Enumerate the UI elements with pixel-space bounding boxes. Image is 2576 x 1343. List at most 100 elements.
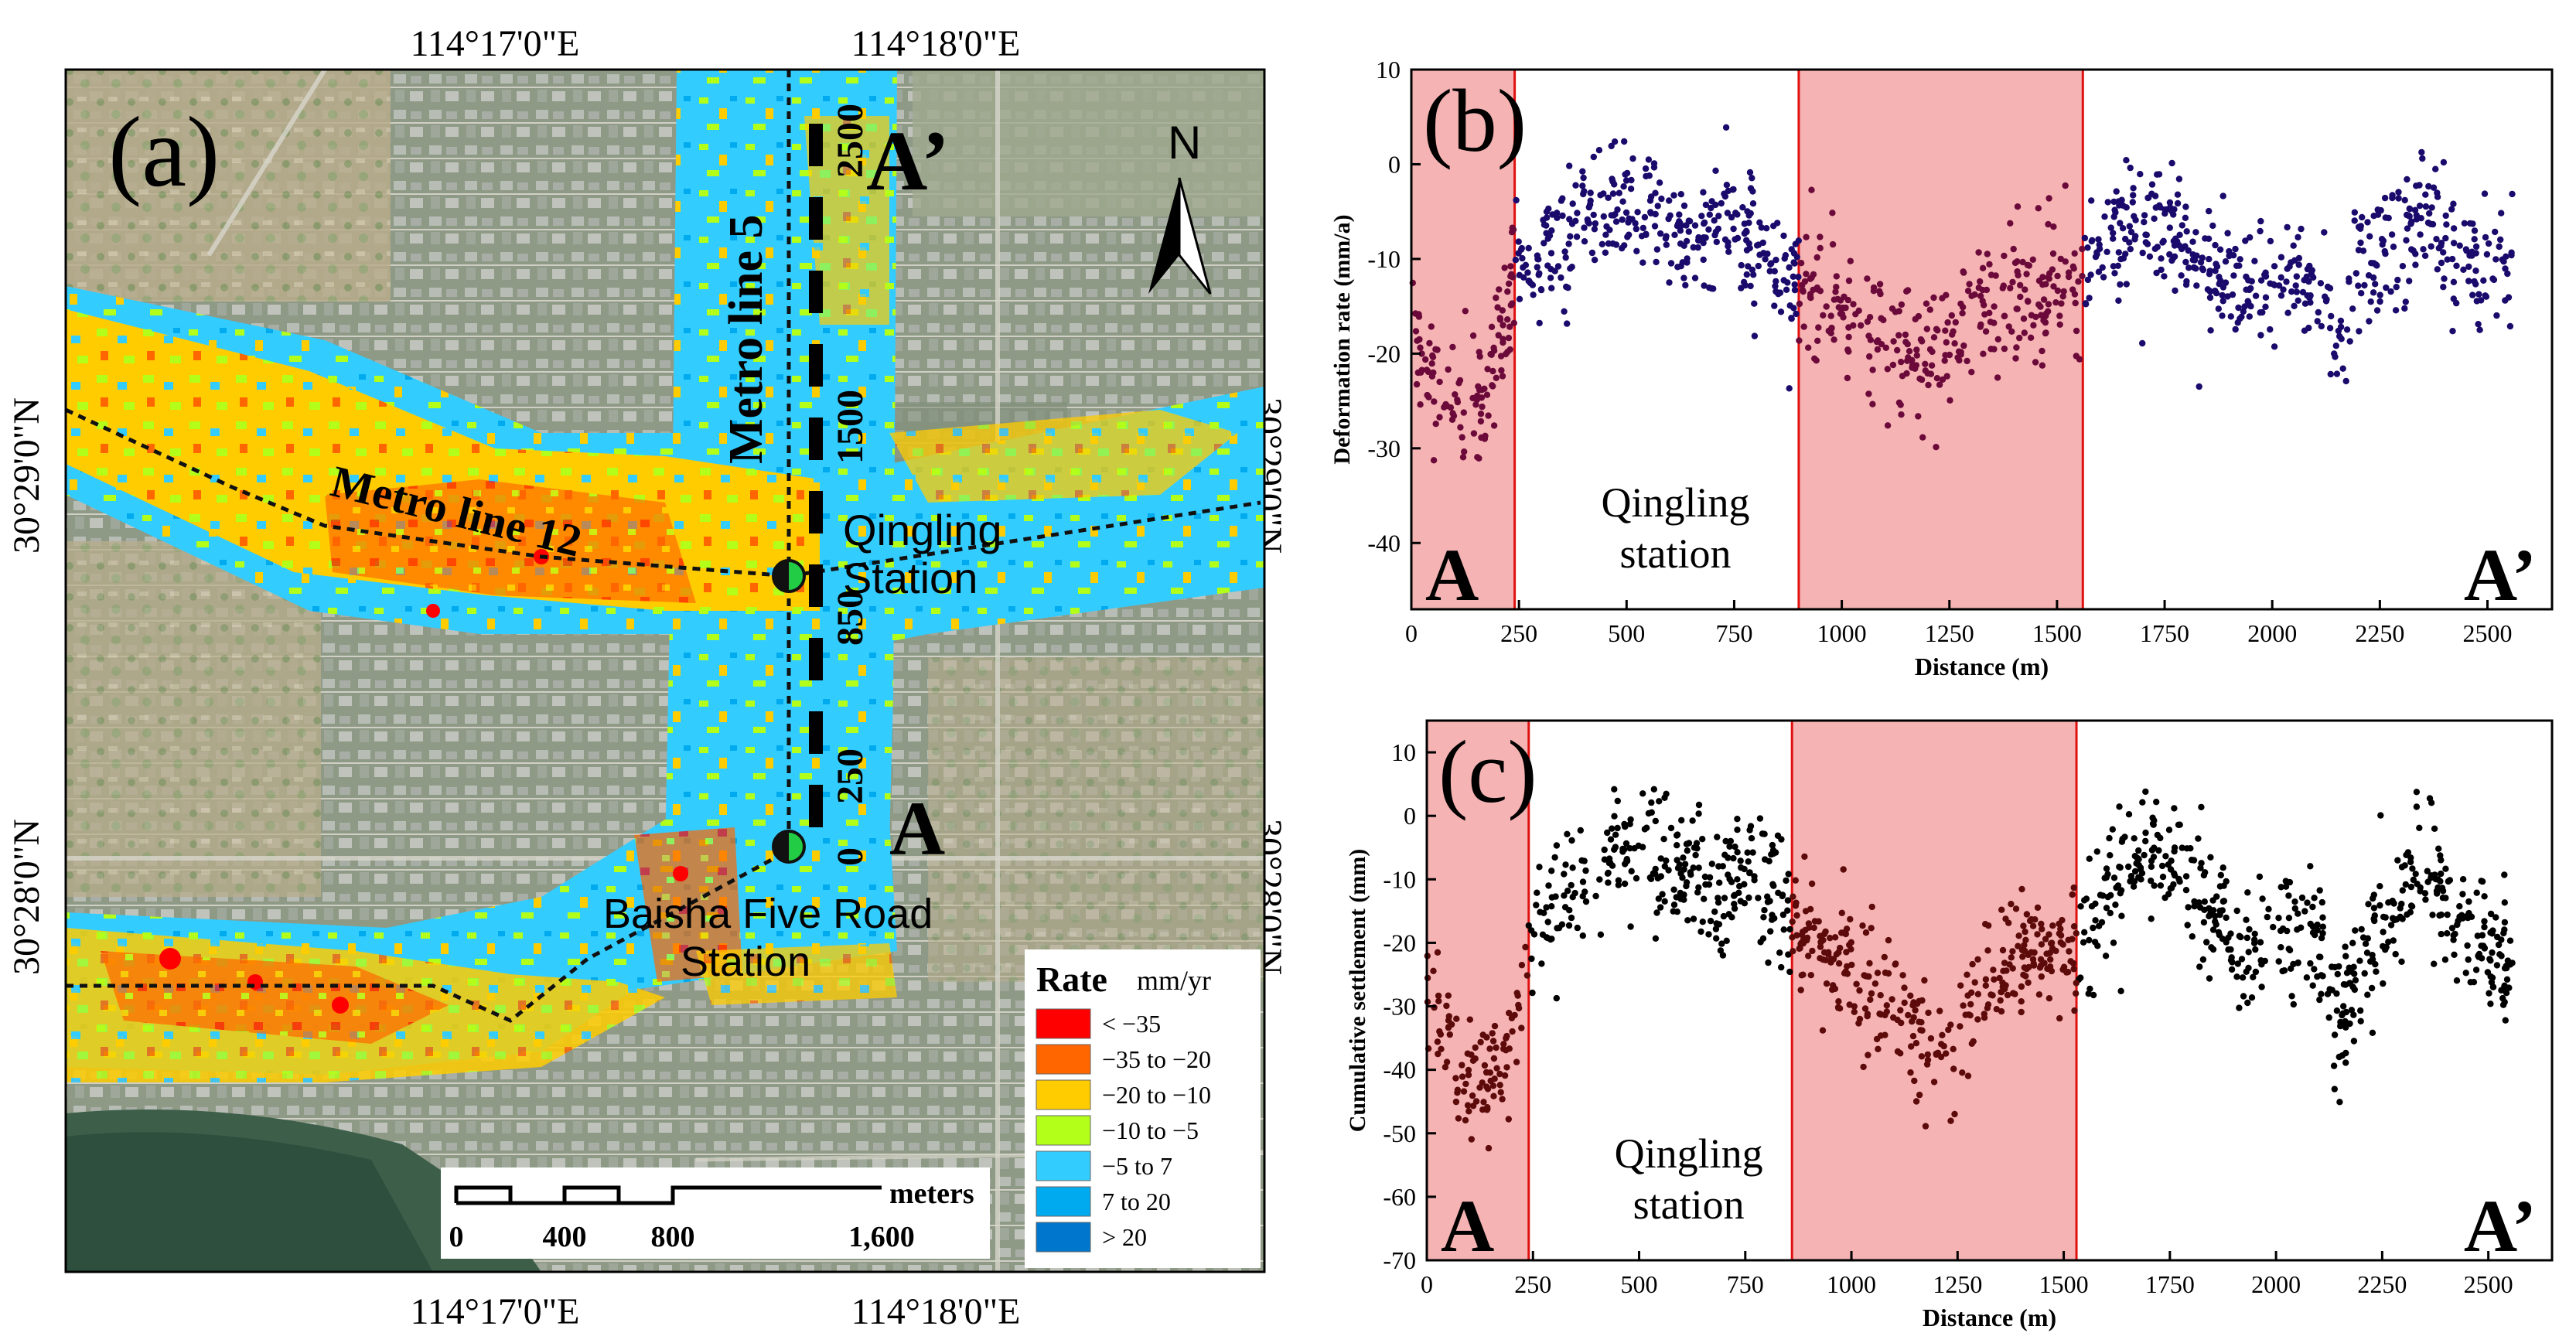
plot-c-data-point bbox=[1876, 1011, 1883, 1017]
plot-b-data-point bbox=[2212, 288, 2219, 295]
plot-c-data-point bbox=[2307, 920, 2314, 928]
plot-c-data-point bbox=[2073, 980, 2080, 987]
plot-c-data-point bbox=[2070, 923, 2078, 930]
plot-b-data-point bbox=[1456, 377, 1464, 384]
plot-b-data-point bbox=[1834, 295, 1841, 302]
plot-c-data-point bbox=[1846, 1001, 1853, 1008]
plot-b-data-point bbox=[1951, 340, 1958, 347]
plot-c-data-point bbox=[1481, 1062, 1489, 1069]
plot-c-data-point bbox=[2106, 834, 2113, 842]
plot-c-data-point bbox=[2092, 900, 2099, 907]
plot-c-data-point bbox=[1674, 842, 1680, 849]
plot-c-data-point bbox=[1655, 895, 1662, 902]
plot-b-station-label: Qingling station bbox=[1602, 479, 1750, 577]
plot-b-data-point bbox=[2179, 222, 2185, 229]
plot-c-data-point bbox=[1989, 992, 1996, 999]
plot-c-data-point bbox=[2444, 930, 2451, 937]
plot-c-data-point bbox=[2246, 925, 2253, 933]
plot-c-data-point bbox=[2342, 1049, 2349, 1057]
plot-b-data-point bbox=[1730, 186, 1737, 193]
plot-b-data-point bbox=[1749, 200, 1757, 207]
plot-b-data-point bbox=[2339, 365, 2346, 372]
plot-b-data-point bbox=[1454, 396, 1461, 404]
plot-c-data-point bbox=[1445, 992, 1452, 999]
plot-b-data-point bbox=[1490, 344, 1497, 351]
plot-b-data-point bbox=[2295, 297, 2301, 304]
plot-b-data-point bbox=[1432, 421, 1439, 428]
plot-c-data-point bbox=[2399, 915, 2406, 922]
plot-b-data-point bbox=[2288, 288, 2295, 295]
plot-c-data-point bbox=[2473, 889, 2480, 896]
plot-b-data-point bbox=[1590, 211, 1597, 219]
plot-c-data-point bbox=[2213, 893, 2220, 900]
plot-c-data-point bbox=[1917, 1027, 1924, 1034]
plot-c-data-point bbox=[2201, 898, 2208, 905]
plot-c-data-point bbox=[2465, 909, 2472, 917]
plot-c-data-point bbox=[2196, 963, 2203, 970]
plot-c-data-point bbox=[2472, 966, 2480, 973]
plot-b-data-point bbox=[2129, 199, 2136, 206]
legend-label: −5 to 7 bbox=[1102, 1152, 1172, 1180]
plot-b-data-point bbox=[2358, 290, 2365, 297]
plot-b: 0 250 500 750 1000 1250 1500 1750 2000 2250 2500 -4… bbox=[1299, 0, 2576, 688]
plot-b-data-point bbox=[1758, 224, 1765, 231]
plot-b-data-point bbox=[2387, 288, 2394, 295]
plot-b-data-point bbox=[2127, 246, 2134, 253]
scale-tick-800: 800 bbox=[651, 1221, 695, 1253]
plot-c-data-point bbox=[2171, 844, 2179, 851]
plot-b-data-point bbox=[2073, 327, 2080, 335]
plot-b-data-point bbox=[2086, 295, 2093, 302]
plot-c-data-point bbox=[2102, 953, 2110, 960]
plot-b-data-point bbox=[1805, 344, 1812, 351]
plot-c-data-point bbox=[1783, 877, 1790, 885]
plot-b-data-point bbox=[2377, 206, 2384, 214]
plot-c-data-point bbox=[1621, 880, 1629, 888]
plot-c-highlight-region-1 bbox=[1790, 719, 2078, 1262]
plot-c-data-point bbox=[1711, 908, 1718, 915]
plot-b-data-point bbox=[1620, 183, 1627, 190]
plot-b-data-point bbox=[1949, 331, 1956, 338]
plot-c-data-point bbox=[2244, 889, 2251, 896]
plot-b-data-point bbox=[2178, 272, 2185, 279]
plot-c-data-point bbox=[2000, 967, 2007, 974]
plot-b-data-point bbox=[1658, 195, 1665, 203]
plot-b-data-point bbox=[2141, 219, 2148, 226]
plot-b-data-point bbox=[1912, 315, 1919, 322]
plot-c-data-point bbox=[1460, 1088, 1468, 1095]
plot-b-data-point bbox=[1708, 204, 1714, 212]
plot-b-data-point bbox=[1793, 310, 1800, 318]
plot-c-data-point bbox=[1776, 949, 1783, 956]
plot-b-data-point bbox=[1933, 444, 1940, 451]
plot-c-data-point bbox=[2047, 956, 2054, 963]
plot-c-data-point bbox=[1835, 949, 1842, 956]
plot-c-data-point bbox=[1497, 1089, 1504, 1096]
plot-b-data-point bbox=[1864, 318, 1871, 326]
plot-c-data-point bbox=[1568, 837, 1575, 844]
plot-c-data-point bbox=[2179, 844, 2185, 851]
plot-b-data-point bbox=[2301, 300, 2309, 307]
plot-b-data-point bbox=[1918, 376, 1926, 383]
plot-b-data-point bbox=[2421, 252, 2429, 259]
plot-c-data-point bbox=[2038, 973, 2045, 980]
plot-c-data-point bbox=[2362, 940, 2370, 947]
legend-swatch bbox=[1036, 1044, 1091, 1075]
plot-b-data-point bbox=[2405, 212, 2412, 219]
plot-c-data-point bbox=[1706, 874, 1714, 881]
plot-b-data-point bbox=[2366, 318, 2373, 325]
plot-c-data-point bbox=[2380, 980, 2387, 987]
plot-b-data-point bbox=[1913, 352, 1920, 359]
plot-b-data-point bbox=[1837, 310, 1844, 317]
plot-b-data-point bbox=[2148, 181, 2156, 188]
plot-c-data-point bbox=[2234, 960, 2241, 967]
plot-b-data-point bbox=[2206, 207, 2213, 215]
plot-c-data-point bbox=[2148, 915, 2155, 922]
plot-b-data-point bbox=[1566, 162, 1573, 169]
plot-c-data-point bbox=[2001, 960, 2008, 966]
plot-c-data-point bbox=[1734, 816, 1741, 823]
plot-b-data-point bbox=[1573, 233, 1581, 240]
plot-b-data-point bbox=[2275, 282, 2283, 289]
plot-c-data-point bbox=[1759, 830, 1766, 837]
plot-c-data-point bbox=[1528, 927, 1535, 934]
plot-b-data-point bbox=[2465, 278, 2472, 285]
plot-b-data-point bbox=[2493, 312, 2500, 319]
